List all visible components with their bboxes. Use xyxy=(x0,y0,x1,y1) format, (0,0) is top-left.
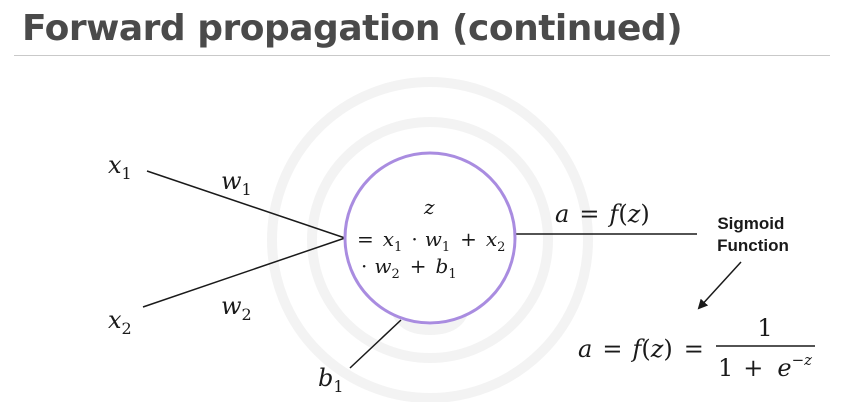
edge-bias-to-neuron xyxy=(349,319,402,369)
edge-x2-to-neuron xyxy=(142,237,346,308)
sigmoid-formula-lhs: a = f(z) = xyxy=(578,335,704,363)
input-x2-label: x2 xyxy=(108,306,132,338)
neuron-equation-line-2: = x1 · w1 + x2 xyxy=(357,227,505,256)
sigmoid-function-label: Sigmoid Function xyxy=(717,214,789,255)
neuron-equation-line-3: · w2 + b1 xyxy=(361,254,457,283)
output-activation-label: a = f(z) xyxy=(555,200,650,228)
sigmoid-pointer-arrow xyxy=(697,261,742,310)
watermark-outer-ring xyxy=(267,77,593,402)
weight-w2-label: w2 xyxy=(221,292,252,324)
neuron-circle xyxy=(343,151,517,325)
bias-b1-label: b1 xyxy=(318,364,344,396)
weight-w1-label: w1 xyxy=(221,167,252,199)
input-x1-label: x1 xyxy=(108,151,132,183)
neuron-z-label: z xyxy=(423,195,435,219)
title-divider xyxy=(14,55,830,56)
watermark-inner-ring xyxy=(307,117,553,363)
sigmoid-numerator: 1 xyxy=(757,314,772,342)
sigmoid-denominator: 1 + e−z xyxy=(718,351,812,382)
edge-x1-to-neuron xyxy=(146,170,346,239)
slide-title: Forward propagation (continued) xyxy=(22,8,683,49)
